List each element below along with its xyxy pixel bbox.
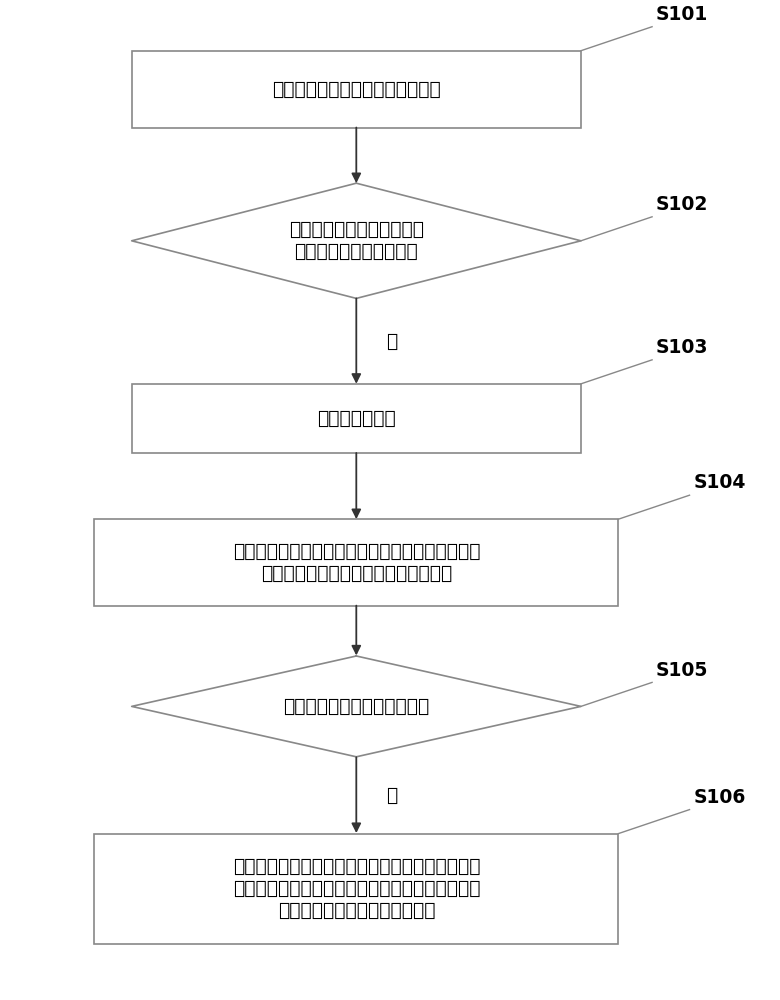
Text: 关闭定频压缩机: 关闭定频压缩机 (317, 409, 395, 428)
Text: S104: S104 (693, 473, 746, 492)
FancyBboxPatch shape (94, 834, 619, 944)
Text: 判断实际高压压力是否大于
空调的目标减载高压压力: 判断实际高压压力是否大于 空调的目标减载高压压力 (289, 220, 424, 261)
Text: S105: S105 (656, 661, 708, 680)
Text: S101: S101 (656, 5, 708, 24)
Text: S102: S102 (656, 195, 708, 214)
Text: 是: 是 (386, 332, 398, 351)
Text: S106: S106 (693, 788, 746, 807)
FancyBboxPatch shape (132, 51, 581, 128)
FancyBboxPatch shape (94, 519, 619, 606)
Text: 判断第一时间是否超过预设值: 判断第一时间是否超过预设值 (283, 697, 430, 716)
Text: S103: S103 (656, 338, 708, 357)
Text: 否: 否 (386, 786, 398, 805)
Text: 调整空调的目标加载高压压力，使得实际高压压力
保持在调整后的目标加载高压压力与目标减载高压
压力之间的第二时间超过预设值: 调整空调的目标加载高压压力，使得实际高压压力 保持在调整后的目标加载高压压力与目… (232, 857, 480, 920)
FancyBboxPatch shape (132, 384, 581, 453)
Text: 获取当前时刻空调的实际高压压力: 获取当前时刻空调的实际高压压力 (272, 80, 441, 99)
Text: 当定频压缩机再次开启时，记录实际高压压力再次
到达目标减载高压压力所需的第一时间: 当定频压缩机再次开启时，记录实际高压压力再次 到达目标减载高压压力所需的第一时间 (232, 542, 480, 583)
